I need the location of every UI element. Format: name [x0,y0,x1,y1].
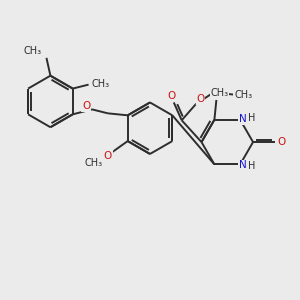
Text: O: O [168,91,176,100]
Text: O: O [196,94,205,104]
Text: CH₃: CH₃ [92,79,110,88]
Text: O: O [278,137,286,147]
Text: CH₃: CH₃ [234,89,252,100]
Text: CH₃: CH₃ [210,88,228,98]
Text: H: H [248,161,256,171]
Text: N: N [239,114,247,124]
Text: H: H [248,113,256,123]
Text: CH₃: CH₃ [23,46,42,56]
Text: CH₃: CH₃ [85,158,103,168]
Text: N: N [239,160,247,170]
Text: O: O [104,151,112,161]
Text: O: O [82,101,90,111]
